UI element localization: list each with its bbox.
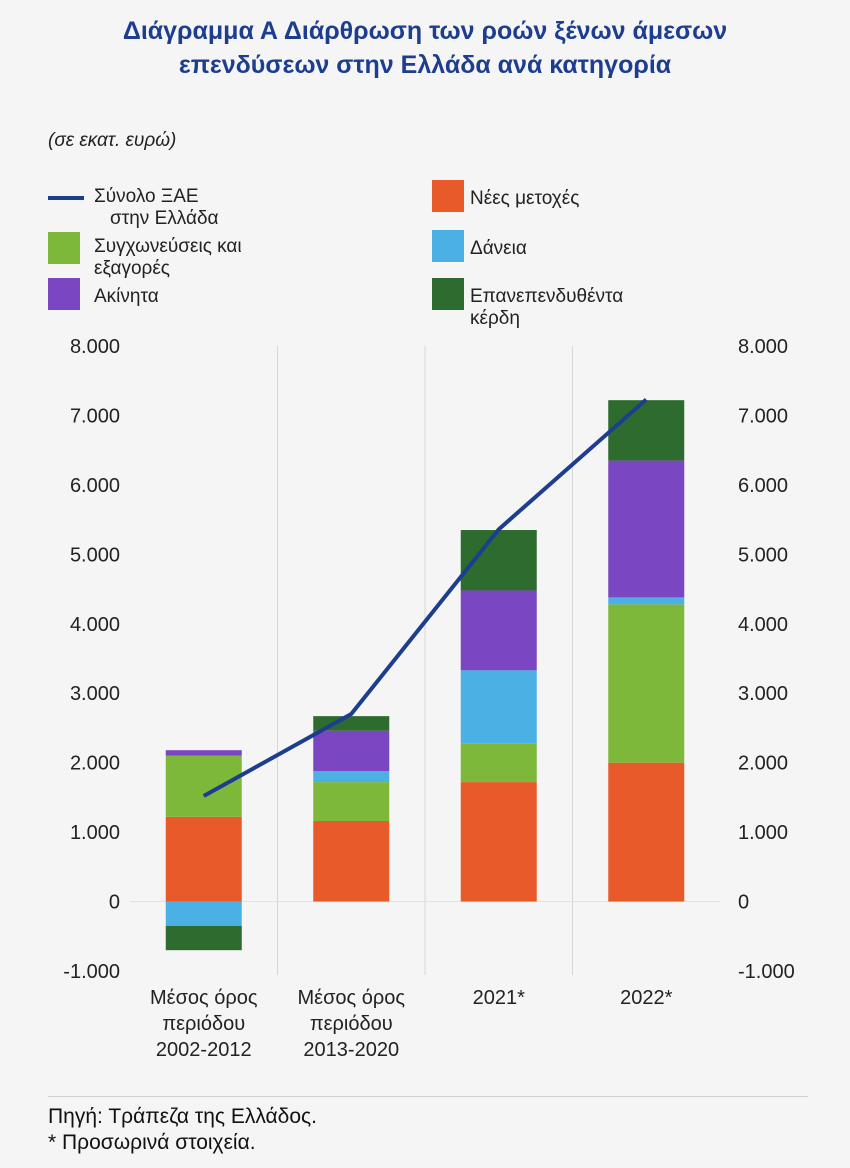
legend-realestate: Ακίνητα [48,278,308,312]
legend-realestate-label: Ακίνητα [94,286,159,307]
legend-realestate-swatch [48,278,80,310]
legend-total-label-line1: Σύνολο ΞΑΕ [94,186,199,207]
x-category-label: 2022* [620,987,672,1009]
x-category-label: περιόδου [162,1013,245,1035]
legend-reinvested-label-line1: Επανεπενδυθέντα [470,286,624,307]
y-tick-label-left: 7.000 [70,405,120,427]
chart-plot: -1.000 -1.000 0 0 1.000 1.000 2.000 2.000 3.000 3… [63,336,795,1061]
chart-title-line1: Διάγραμμα Α Διάρθρωση των ροών ξένων άμε… [122,17,728,45]
bar-segment [165,750,242,756]
legend-mergers-swatch [48,232,80,264]
bar-segment [608,762,685,902]
bar-segment [608,604,685,763]
y-tick-label-right: 1.000 [738,822,788,844]
legend-loans-swatch [432,230,464,262]
x-category-label: 2002-2012 [156,1039,252,1061]
y-tick-label-left: 8.000 [70,336,120,358]
legend-reinvested: Επανεπενδυθέντα κέρδη [432,278,692,332]
bar-segment [165,816,242,902]
chart-title: Διάγραμμα Α Διάρθρωση των ροών ξένων άμε… [0,14,850,82]
y-tick-label-right: 6.000 [738,475,788,497]
y-tick-label-left: 6.000 [70,475,120,497]
y-tick-label-right: 4.000 [738,614,788,636]
legend-newshares: Νέες μετοχές [432,180,692,214]
provisional-note: * Προσωρινά στοιχεία. [48,1131,256,1154]
legend-newshares-swatch [432,180,464,212]
bar-segment [460,590,537,671]
y-tick-label-left: 1.000 [70,822,120,844]
chart-title-line2: επενδύσεων στην Ελλάδα ανά κατηγορία [178,51,672,79]
footer-divider [48,1096,808,1097]
bar-segment [165,925,242,951]
x-category-label: Μέσος όρος [298,987,406,1009]
bar-segment [165,901,242,926]
legend-total-line-swatch [48,196,84,200]
bar-segment [608,460,685,598]
x-category-label: 2021* [473,987,525,1009]
y-tick-label-left: 3.000 [70,683,120,705]
legend-mergers-label-line2: εξαγορές [94,258,170,279]
legend-reinvested-label-line2: κέρδη [470,308,520,329]
y-tick-label-right: 0 [738,892,749,914]
legend-total: Σύνολο ΞΑΕ στην Ελλάδα [48,182,308,229]
total-fdi-line [202,397,648,798]
legend-loans: Δάνεια [432,230,692,264]
x-category-label: Μέσος όρος [150,987,258,1009]
bar-segment [608,597,685,605]
bar-segment [313,782,390,821]
y-tick-label-left: -1.000 [63,961,120,983]
source-note: Πηγή: Τράπεζα της Ελλάδος. [48,1105,317,1128]
footer: Πηγή: Τράπεζα της Ελλάδος. * Προσωρινά σ… [48,1104,317,1156]
bar-segment [460,743,537,783]
y-tick-label-right: 5.000 [738,544,788,566]
y-tick-label-right: 2.000 [738,753,788,775]
bar-segment [460,670,537,744]
legend-mergers-label-line1: Συγχωνεύσεις και [94,236,242,257]
x-category-label: 2013-2020 [303,1039,399,1061]
bar-segment [165,755,242,817]
legend-total-label-line2: στην Ελλάδα [110,208,219,229]
x-category-label: περιόδου [310,1013,393,1035]
y-tick-label-right: 3.000 [738,683,788,705]
legend-mergers: Συγχωνεύσεις και εξαγορές [48,232,308,279]
y-tick-label-left: 2.000 [70,753,120,775]
y-tick-label-right: -1.000 [738,961,795,983]
bar-segment [460,782,537,902]
legend-loans-label: Δάνεια [470,238,527,259]
unit-label: (σε εκατ. ευρώ) [48,130,177,151]
y-tick-label-right: 7.000 [738,405,788,427]
y-tick-label-left: 0 [109,892,120,914]
legend-reinvested-swatch [432,278,464,310]
y-tick-label-left: 5.000 [70,544,120,566]
y-tick-label-right: 8.000 [738,336,788,358]
bar-segment [313,821,390,902]
legend-newshares-label: Νέες μετοχές [470,188,580,209]
y-tick-label-left: 4.000 [70,614,120,636]
bar-segment [313,716,390,731]
bar-segment [313,730,390,771]
bar-segment [313,771,390,783]
bar-segment [608,400,685,461]
